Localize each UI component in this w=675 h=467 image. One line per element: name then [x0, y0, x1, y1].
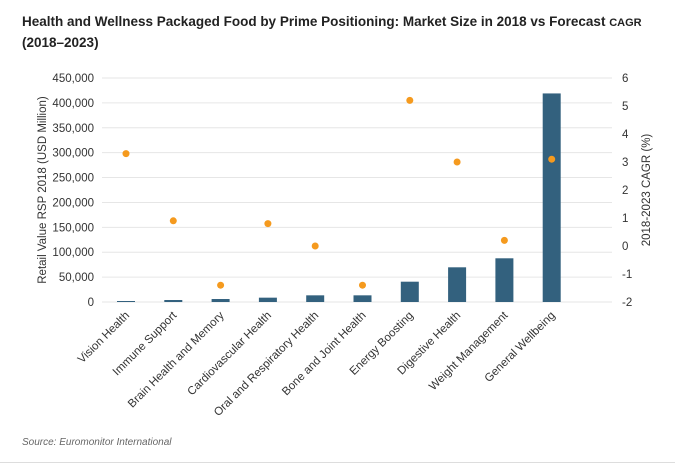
y2-tick-label: -2	[622, 297, 632, 309]
bar	[495, 258, 514, 302]
y2-tick-label: 0	[622, 241, 628, 253]
cagr-point	[311, 242, 319, 250]
y2-tick-label: 6	[622, 73, 628, 85]
y-tick-label: 250,000	[52, 173, 94, 185]
bar	[353, 295, 372, 302]
y2-tick-label: 3	[622, 157, 628, 169]
y2-tick-label: 2	[622, 185, 628, 197]
cagr-point	[548, 155, 556, 163]
source-note: Source: Euromonitor International	[22, 437, 172, 448]
bar	[542, 93, 561, 302]
bar	[258, 297, 277, 302]
x-tick-label: Cardiovascular Health	[186, 310, 274, 398]
y-tick-label: 100,000	[52, 247, 94, 259]
y2-axis-title: 2018-2023 CAGR (%)	[641, 134, 653, 247]
y-tick-label: 350,000	[52, 123, 94, 135]
x-tick-label: Brain Health and Memory	[126, 309, 227, 410]
chart-title: Health and Wellness Packaged Food by Pri…	[22, 14, 642, 50]
cagr-point	[500, 236, 508, 244]
x-tick-label: Bone and Joint Health	[280, 310, 369, 399]
x-tick-label: Weight Management	[427, 309, 511, 393]
y-tick-label: 50,000	[59, 272, 94, 284]
cagr-point	[122, 150, 130, 158]
bar	[448, 267, 467, 302]
bar	[211, 299, 230, 302]
y2-tick-label: 5	[622, 101, 628, 113]
y2-tick-label: 4	[622, 129, 629, 141]
y2-tick-label: 1	[622, 213, 628, 225]
bar	[164, 300, 183, 302]
cagr-point	[359, 281, 366, 289]
y-tick-label: 200,000	[52, 197, 94, 209]
bar	[117, 301, 135, 302]
cagr-point	[453, 158, 461, 166]
bar	[306, 295, 325, 302]
y-tick-label: 150,000	[52, 222, 94, 234]
cagr-point	[264, 220, 272, 228]
y-tick-label: 300,000	[52, 148, 94, 160]
y-tick-label: 0	[88, 297, 94, 309]
divider	[0, 462, 675, 463]
y-axis-title: Retail Value RSP 2018 (USD Million)	[37, 96, 49, 284]
cagr-point	[169, 217, 177, 225]
cagr-point	[406, 96, 414, 104]
bar	[400, 281, 419, 302]
y2-tick-label: -1	[622, 269, 632, 281]
cagr-point	[217, 281, 225, 289]
y-tick-label: 450,000	[52, 73, 94, 85]
y-tick-label: 400,000	[52, 98, 94, 110]
